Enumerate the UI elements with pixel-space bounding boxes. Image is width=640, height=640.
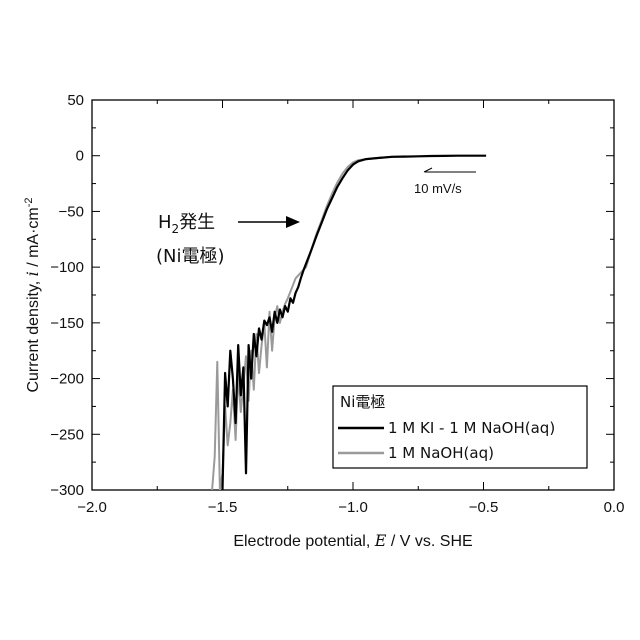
y-tick-label: −100 (50, 259, 84, 276)
x-tick-label: −2.0 (77, 499, 107, 516)
y-tick-label: −250 (50, 426, 84, 443)
y-tick-label: −50 (59, 203, 84, 220)
x-tick-label: 0.0 (604, 499, 625, 516)
y-tick-label: 50 (67, 92, 84, 109)
x-tick-label: −1.0 (338, 499, 368, 516)
scan-direction-arrow (424, 168, 476, 172)
scan-rate-label: 10 mV/s (414, 181, 462, 196)
legend-entry-1: 1 M NaOH(aq) (388, 444, 494, 462)
legend: Ni電極 1 M KI - 1 M NaOH(aq) 1 M NaOH(aq) (333, 386, 587, 468)
y-tick-label: −150 (50, 315, 84, 332)
x-axis-label: Electrode potential, E / V vs. SHE (233, 531, 472, 550)
legend-title: Ni電極 (340, 393, 385, 411)
y-tick-label: −300 (50, 482, 84, 499)
y-tick-label: −200 (50, 371, 84, 388)
y-axis-label: Current density, i / mA·cm-2 (23, 197, 42, 392)
x-tick-label: −1.5 (208, 499, 238, 516)
electrode-annotation: (Ni電極) (156, 246, 225, 267)
h2-arrow (238, 216, 300, 228)
x-tick-label: −0.5 (469, 499, 499, 516)
legend-entry-0: 1 M KI - 1 M NaOH(aq) (388, 419, 555, 437)
h2-annotation: H2発生 (158, 212, 215, 236)
y-tick-label: 0 (76, 148, 84, 165)
